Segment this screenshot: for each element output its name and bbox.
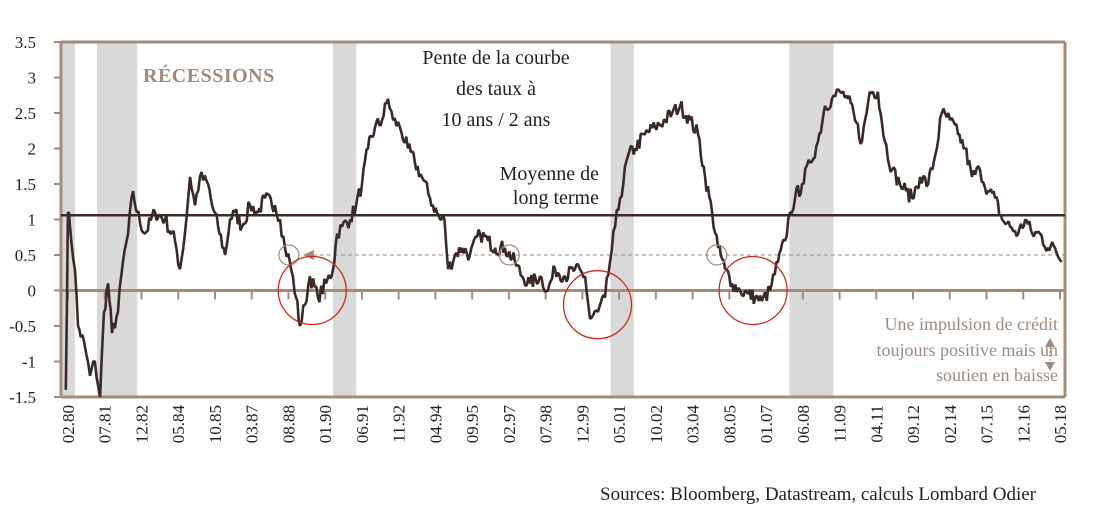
- chart-title-line-3: 10 ans / 2 ans: [442, 109, 551, 131]
- recession-band: [610, 42, 634, 397]
- x-tick-label: 07.15: [978, 405, 997, 443]
- up-down-arrow-icon: [1045, 338, 1055, 371]
- x-tick-label: 08.05: [720, 405, 739, 443]
- source-note: Sources: Bloomberg, Datastream, calculs …: [600, 484, 1037, 505]
- x-tick-label: 06.91: [353, 405, 372, 443]
- y-tick-label: 2.5: [15, 104, 36, 123]
- y-tick-label: -1: [22, 353, 36, 372]
- x-tick-label: 07.81: [96, 405, 115, 443]
- x-tick-label: 12.16: [1014, 405, 1033, 443]
- y-tick-label: -0.5: [9, 317, 36, 336]
- x-tick-label: 04.94: [426, 405, 445, 444]
- x-tick-label: 01.90: [316, 405, 335, 443]
- x-tick-label: 11.92: [390, 405, 409, 443]
- series-line: [64, 88, 1063, 398]
- x-tick-label: 05.01: [610, 405, 629, 443]
- x-tick-label: 04.11: [867, 405, 886, 443]
- highlight-circles: [277, 244, 788, 340]
- y-tick-label: 3.5: [15, 33, 36, 52]
- recession-band: [789, 42, 834, 397]
- y-tick-label: 1.5: [15, 175, 36, 194]
- x-tick-label: 03.87: [243, 405, 262, 444]
- x-tick-label: 10.02: [647, 405, 666, 443]
- x-tick-label: 05.18: [1051, 405, 1070, 443]
- recession-bands: [61, 42, 834, 397]
- annotation-line-2: toujours positive mais un: [877, 340, 1059, 360]
- trough-circle: [562, 270, 633, 340]
- x-tick-label: 11.09: [831, 405, 850, 443]
- reference-crossing-circle: [706, 244, 728, 266]
- recession-label: RÉCESSIONS: [143, 64, 275, 87]
- x-tick-label: 09.95: [463, 405, 482, 443]
- y-tick-label: 2: [28, 140, 37, 159]
- y-tick-label: 1: [28, 211, 37, 230]
- x-tick-label: 02.80: [59, 405, 78, 443]
- x-tick-label: 02.97: [500, 405, 519, 444]
- x-tick-label: 08.88: [279, 405, 298, 443]
- y-axis-ticks: 3.5 3 2.5 2 1.5 1 0.5 0 -0.5 -1 -1.5: [9, 33, 61, 407]
- chart-title-line-2: des taux à: [456, 78, 536, 100]
- annotation-line-3: soutien en baisse: [936, 365, 1058, 385]
- y-tick-label: 0: [28, 282, 37, 301]
- trough-circle: [277, 255, 347, 326]
- mean-label-line-1: Moyenne de: [500, 163, 600, 185]
- x-tick-label: 06.08: [794, 405, 813, 443]
- x-tick-label: 02.14: [941, 405, 960, 444]
- annotation-line-1: Une impulsion de crédit: [885, 314, 1058, 334]
- chart-title-line-1: Pente de la courbe: [422, 47, 569, 69]
- x-tick-label: 12.82: [132, 405, 151, 443]
- x-tick-label: 12.99: [573, 405, 592, 443]
- x-tick-label: 07.98: [537, 405, 556, 443]
- y-tick-label: -1.5: [9, 388, 36, 407]
- arrow-left-icon: [302, 250, 314, 260]
- y-tick-label: 0.5: [15, 246, 36, 265]
- reference-crossing-circle: [498, 244, 520, 266]
- x-tick-label: 01.07: [757, 405, 776, 444]
- trough-circle: [718, 255, 788, 326]
- x-tick-label: 05.84: [169, 405, 188, 444]
- y-tick-label: 3: [28, 69, 37, 88]
- mean-label-line-2: long terme: [513, 187, 599, 209]
- x-tick-label: 03.04: [684, 405, 703, 444]
- x-tick-label: 09.12: [904, 405, 923, 443]
- x-tick-label: 10.85: [206, 405, 225, 443]
